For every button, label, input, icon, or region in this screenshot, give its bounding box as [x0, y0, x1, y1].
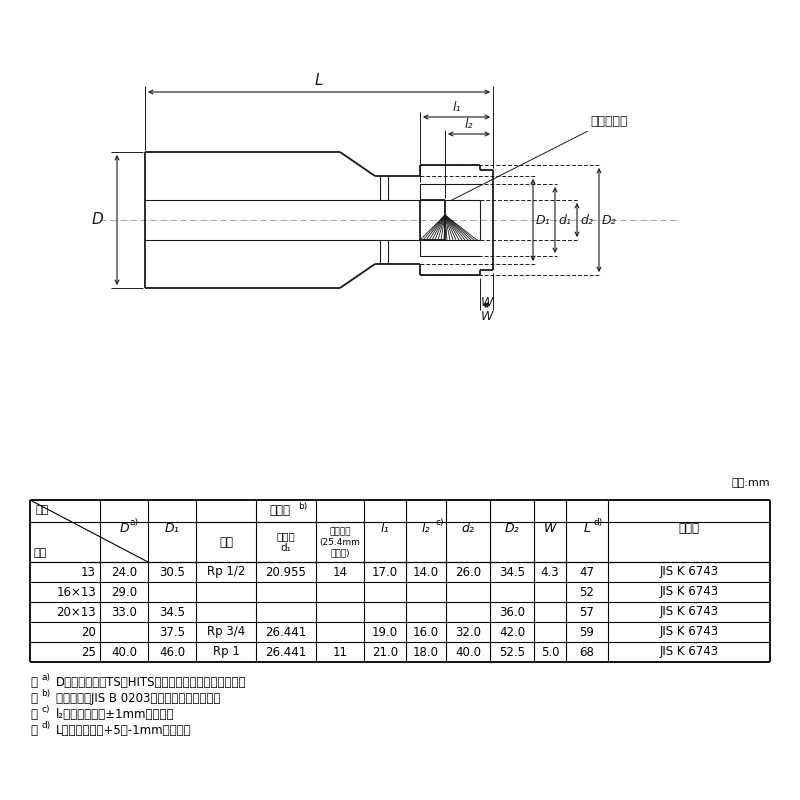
Text: 11: 11: [333, 646, 347, 658]
Text: 34.5: 34.5: [499, 566, 525, 578]
Text: c): c): [41, 705, 50, 714]
Text: D₁: D₁: [165, 522, 179, 535]
Text: 40.0: 40.0: [455, 646, 481, 658]
Text: JIS K 6743: JIS K 6743: [659, 586, 718, 598]
Text: 59: 59: [579, 626, 594, 638]
Text: L: L: [583, 522, 590, 535]
Text: 26.441: 26.441: [266, 626, 306, 638]
Text: 単位:mm: 単位:mm: [731, 478, 770, 488]
Text: l₁: l₁: [452, 101, 461, 114]
Text: W: W: [480, 310, 493, 323]
Text: Rp 3/4: Rp 3/4: [207, 626, 245, 638]
Text: 呼び: 呼び: [219, 535, 233, 549]
Text: 26.441: 26.441: [266, 646, 306, 658]
Text: 33.0: 33.0: [111, 606, 137, 618]
Text: 26.0: 26.0: [455, 566, 481, 578]
Text: 24.0: 24.0: [111, 566, 137, 578]
Text: 注: 注: [30, 724, 37, 737]
Text: 68: 68: [579, 646, 594, 658]
Text: 規　格: 規 格: [678, 522, 699, 535]
Text: ねじ山数
(25.4mm
につき): ねじ山数 (25.4mm につき): [319, 527, 361, 557]
Text: 注: 注: [30, 692, 37, 705]
Text: 21.0: 21.0: [372, 646, 398, 658]
Text: Rp 1: Rp 1: [213, 646, 239, 658]
Text: 記号: 記号: [35, 505, 48, 515]
Text: Lの許容差は、+5／-1mmとする。: Lの許容差は、+5／-1mmとする。: [56, 724, 192, 737]
Text: JIS K 6743: JIS K 6743: [659, 606, 718, 618]
Text: 36.0: 36.0: [499, 606, 525, 618]
Text: 16×13: 16×13: [56, 586, 96, 598]
Text: 18.0: 18.0: [413, 646, 439, 658]
Text: c): c): [435, 518, 443, 527]
Text: 29.0: 29.0: [111, 586, 137, 598]
Text: l₂: l₂: [465, 118, 474, 131]
Text: 25: 25: [81, 646, 96, 658]
Text: l₂: l₂: [422, 522, 430, 535]
Text: 4.3: 4.3: [541, 566, 559, 578]
Text: W: W: [544, 522, 556, 535]
Text: D₁: D₁: [536, 214, 550, 226]
Text: Dの許容差は、TS・HITS継手受口共通寸法図による。: Dの許容差は、TS・HITS継手受口共通寸法図による。: [56, 676, 246, 689]
Text: 57: 57: [579, 606, 594, 618]
Text: 20: 20: [81, 626, 96, 638]
Text: d₂: d₂: [462, 522, 474, 535]
Text: 5.0: 5.0: [541, 646, 559, 658]
Text: 谷の径
d₁: 谷の径 d₁: [277, 531, 295, 553]
Text: 注: 注: [30, 676, 37, 689]
Text: 16.0: 16.0: [413, 626, 439, 638]
Text: 20×13: 20×13: [56, 606, 96, 618]
Text: l₁: l₁: [381, 522, 390, 535]
Text: 20.955: 20.955: [266, 566, 306, 578]
Text: 46.0: 46.0: [159, 646, 185, 658]
Text: 47: 47: [579, 566, 594, 578]
Text: インサート: インサート: [590, 115, 627, 128]
Text: JIS K 6743: JIS K 6743: [659, 566, 718, 578]
Text: Rp 1/2: Rp 1/2: [207, 566, 245, 578]
Text: 19.0: 19.0: [372, 626, 398, 638]
Text: L: L: [314, 73, 323, 88]
Text: b): b): [298, 502, 307, 510]
Text: W: W: [480, 296, 493, 309]
Text: a): a): [130, 518, 139, 527]
Text: ねじ部は、JIS B 0203の平行めねじとする。: ねじ部は、JIS B 0203の平行めねじとする。: [56, 692, 220, 705]
Text: d): d): [41, 721, 50, 730]
Text: 14: 14: [333, 566, 347, 578]
Text: 13: 13: [81, 566, 96, 578]
Text: ねじ部: ねじ部: [270, 505, 290, 518]
Text: 34.5: 34.5: [159, 606, 185, 618]
Text: 40.0: 40.0: [111, 646, 137, 658]
Text: 32.0: 32.0: [455, 626, 481, 638]
Text: D: D: [91, 213, 103, 227]
Text: 52: 52: [579, 586, 594, 598]
Text: JIS K 6743: JIS K 6743: [659, 626, 718, 638]
Text: 14.0: 14.0: [413, 566, 439, 578]
Text: 呼径: 呼径: [34, 548, 47, 558]
Text: d₁: d₁: [558, 214, 571, 226]
Text: D₂: D₂: [602, 214, 617, 226]
Text: d): d): [593, 518, 602, 527]
Text: a): a): [41, 673, 50, 682]
Text: d₂: d₂: [580, 214, 593, 226]
Text: 30.5: 30.5: [159, 566, 185, 578]
Text: D: D: [119, 522, 129, 535]
Text: 37.5: 37.5: [159, 626, 185, 638]
Text: b): b): [41, 689, 50, 698]
Text: 42.0: 42.0: [499, 626, 525, 638]
Text: 注: 注: [30, 708, 37, 721]
Text: D₂: D₂: [505, 522, 519, 535]
Text: JIS K 6743: JIS K 6743: [659, 646, 718, 658]
Text: 52.5: 52.5: [499, 646, 525, 658]
Text: 17.0: 17.0: [372, 566, 398, 578]
Text: l₂の許容差は、±1mmとする。: l₂の許容差は、±1mmとする。: [56, 708, 174, 721]
